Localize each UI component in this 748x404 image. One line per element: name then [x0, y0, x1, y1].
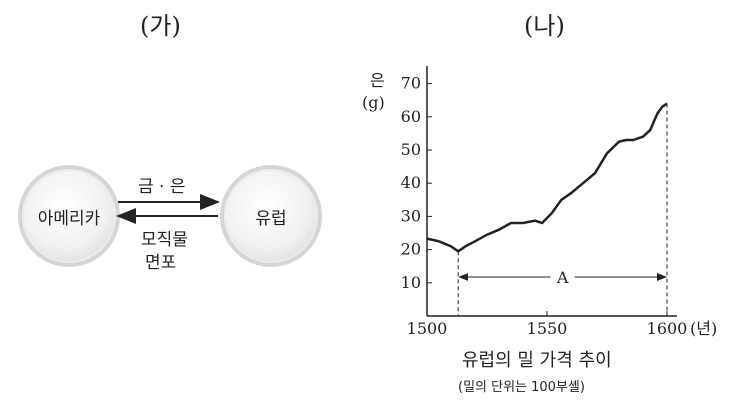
- gold-silver-label: 금 · 은: [138, 177, 186, 197]
- y-tick-label: 40: [401, 173, 421, 192]
- y-tick-label: 20: [401, 240, 421, 259]
- y-tick-label: 50: [401, 140, 421, 159]
- chart-title: 유럽의 밀 가격 추이: [462, 350, 612, 371]
- x-tick-label: 1600: [647, 319, 688, 338]
- x-axis-unit: (년): [690, 319, 717, 338]
- y-tick-label: 70: [401, 74, 421, 93]
- y-axis-label-2: (g): [362, 93, 385, 112]
- y-tick-label: 30: [401, 206, 421, 225]
- panel-label-ga: (가): [140, 12, 181, 40]
- europe-node-label: 유럽: [255, 208, 287, 229]
- chart-subtitle: (밀의 단위는 100부셸): [458, 380, 585, 395]
- europe-node: 유럽: [220, 165, 322, 267]
- america-node: 아메리카: [18, 165, 120, 267]
- woolen-label: 모직물: [141, 230, 188, 250]
- x-ticks: 1500 1550 1600: [407, 311, 688, 338]
- wheat-price-line: [426, 102, 668, 253]
- y-tick-label: 10: [401, 273, 421, 292]
- x-tick-label: 1500: [407, 319, 448, 338]
- panel-label-na: (나): [524, 12, 565, 40]
- y-ticks: 10 20 30 40 50 60 70: [401, 74, 432, 292]
- x-tick-label: 1550: [527, 319, 568, 338]
- bracket-label-a: A: [556, 268, 569, 287]
- y-axis-label-1: 은: [370, 71, 385, 90]
- y-tick-label: 60: [401, 107, 421, 126]
- america-node-label: 아메리카: [37, 208, 101, 229]
- cotton-label: 면포: [145, 253, 177, 273]
